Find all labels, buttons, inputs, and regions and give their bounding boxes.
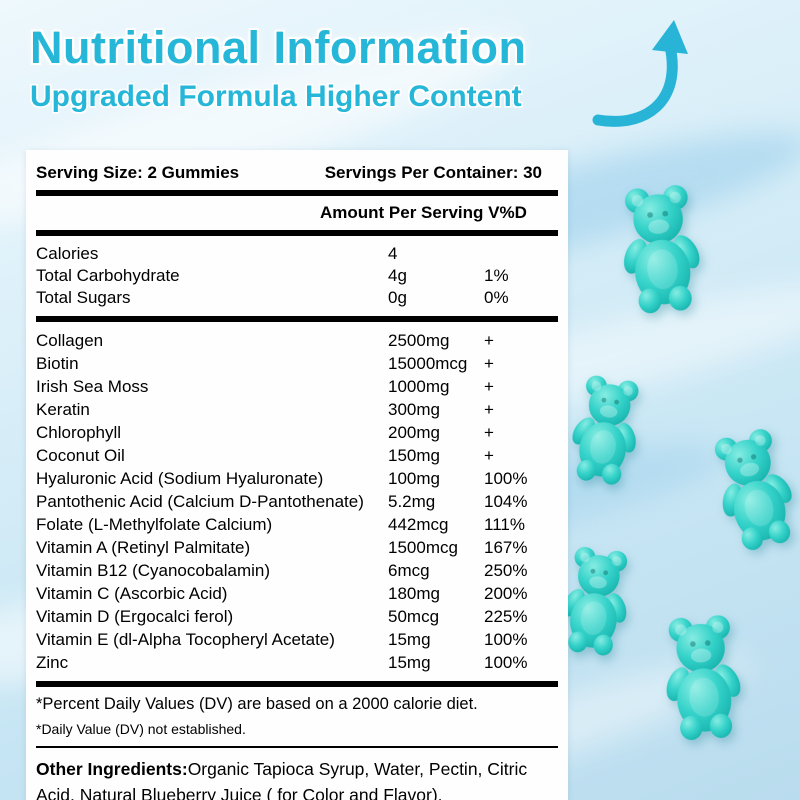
nutrition-row: Collagen 2500mg + <box>36 329 558 352</box>
nutrient-dv: 225% <box>484 607 528 626</box>
nutrition-row: Keratin 300mg + <box>36 398 558 421</box>
gummy-bear-icon <box>612 183 709 316</box>
serving-row: Serving Size: 2 Gummies Servings Per Con… <box>36 163 558 183</box>
divider-bar <box>36 230 558 236</box>
divider-bar <box>36 316 558 322</box>
nutrient-dv: 104% <box>484 492 528 511</box>
nutrient-amount: 150mg <box>388 446 440 465</box>
nutrition-row: Vitamin D (Ergocalci ferol) 50mcg 225% <box>36 605 558 628</box>
nutrient-amount: 5.2mg <box>388 492 436 511</box>
nutrition-row: Total Sugars 0g 0% <box>36 287 558 309</box>
nutrient-name: Vitamin D (Ergocalci ferol) <box>36 607 234 626</box>
nutrient-rows: Collagen 2500mg + Biotin 15000mcg + Iris… <box>36 329 558 674</box>
nutrient-name: Vitamin A (Retinyl Palmitate) <box>36 538 251 557</box>
nutrient-dv: + <box>484 446 494 465</box>
nutrient-amount: 1500mcg <box>388 538 458 557</box>
nutrient-amount: 2500mg <box>388 331 450 350</box>
curved-arrow-icon <box>592 20 688 127</box>
nutrient-amount: 1000mg <box>388 377 450 396</box>
nutrient-name: Total Sugars <box>36 288 131 307</box>
nutrient-dv: 100% <box>484 653 528 672</box>
nutrient-dv: + <box>484 331 494 350</box>
nutrient-name: Folate (L-Methylfolate Calcium) <box>36 515 273 534</box>
nutrition-panel: Serving Size: 2 Gummies Servings Per Con… <box>26 150 568 800</box>
page-title: Nutritional Information <box>30 22 527 73</box>
nutrient-amount: 0g <box>388 288 407 307</box>
nutrient-name: Coconut Oil <box>36 446 125 465</box>
amount-per-serving-header: Amount Per Serving V%D <box>320 203 527 222</box>
nutrient-dv: 111% <box>484 515 525 534</box>
divider-bar <box>36 190 558 196</box>
nutrition-row: Vitamin B12 (Cyanocobalamin) 6mcg 250% <box>36 559 558 582</box>
other-ingredients-label: Other Ingredients: <box>36 759 188 779</box>
nutrient-name: Vitamin E (dl-Alpha Tocopheryl Acetate) <box>36 630 335 649</box>
nutrient-amount: 15000mcg <box>388 354 468 373</box>
nutrient-dv: 250% <box>484 561 528 580</box>
divider-line <box>36 746 558 748</box>
nutrient-amount: 180mg <box>388 584 440 603</box>
nutrient-name: Hyaluronic Acid (Sodium Hyaluronate) <box>36 469 324 488</box>
footnote-daily-values: *Percent Daily Values (DV) are based on … <box>36 695 478 713</box>
nutrient-name: Keratin <box>36 400 90 419</box>
nutrient-name: Zinc <box>36 653 69 672</box>
nutrient-dv: 100% <box>484 469 528 488</box>
other-ingredients: Other Ingredients:Organic Tapioca Syrup,… <box>36 756 544 800</box>
nutrition-row: Folate (L-Methylfolate Calcium) 442mcg 1… <box>36 513 558 536</box>
nutrient-amount: 100mg <box>388 469 440 488</box>
footnote-not-established: *Daily Value (DV) not established. <box>36 721 246 737</box>
nutrient-dv: + <box>484 354 494 373</box>
nutrient-dv: 167% <box>484 538 528 557</box>
nutrient-dv <box>484 243 558 265</box>
serving-size: Serving Size: 2 Gummies <box>36 163 240 182</box>
nutrient-amount: 300mg <box>388 400 440 419</box>
nutrient-name: Chlorophyll <box>36 423 122 442</box>
nutrient-amount: 50mcg <box>388 607 440 626</box>
servings-per-container: Servings Per Container: 30 <box>324 163 542 182</box>
nutrient-name: Vitamin B12 (Cyanocobalamin) <box>36 561 271 580</box>
nutrient-dv: 200% <box>484 584 528 603</box>
nutrient-name: Pantothenic Acid (Calcium D-Pantothenate… <box>36 492 364 511</box>
nutrient-name: Collagen <box>36 331 104 350</box>
nutrient-dv: 1% <box>484 266 509 285</box>
nutrition-row: Irish Sea Moss 1000mg + <box>36 375 558 398</box>
nutrient-amount: 6mcg <box>388 561 430 580</box>
nutrient-dv: + <box>484 423 494 442</box>
nutrient-dv: 0% <box>484 288 509 307</box>
nutrition-row: Chlorophyll 200mg + <box>36 421 558 444</box>
nutrient-name: Calories <box>36 244 99 263</box>
page-subtitle: Upgraded Formula Higher Content <box>30 80 522 113</box>
gummy-bear-icon <box>656 613 749 742</box>
nutrient-amount: 4g <box>388 266 407 285</box>
gummy-bear-icon <box>561 372 650 489</box>
nutrient-name: Total Carbohydrate <box>36 266 180 285</box>
nutrient-amount: 15mg <box>388 653 431 672</box>
nutrition-row: Total Carbohydrate 4g 1% <box>36 265 558 287</box>
nutrient-name: Irish Sea Moss <box>36 377 149 396</box>
nutrient-dv: 100% <box>484 630 528 649</box>
nutrient-amount: 15mg <box>388 630 431 649</box>
header: Nutritional Information Upgraded Formula… <box>30 22 526 114</box>
nutrient-amount: 4 <box>388 244 398 263</box>
nutrition-row: Vitamin E (dl-Alpha Tocopheryl Acetate) … <box>36 628 558 651</box>
nutrient-amount: 442mcg <box>388 515 449 534</box>
nutrition-row: Zinc 15mg 100% <box>36 651 558 674</box>
nutrient-name: Vitamin C (Ascorbic Acid) <box>36 584 228 603</box>
other-ingredients-text: Organic Tapioca Syrup, Water, Pectin, Ci… <box>36 759 528 800</box>
nutrition-row: Biotin 15000mcg + <box>36 352 558 375</box>
nutrient-dv: + <box>484 400 494 419</box>
nutrition-row: Vitamin C (Ascorbic Acid) 180mg 200% <box>36 582 558 605</box>
nutrition-row: Vitamin A (Retinyl Palmitate) 1500mcg 16… <box>36 536 558 559</box>
nutrient-dv: + <box>484 377 494 396</box>
nutrient-amount: 200mg <box>388 423 440 442</box>
divider-bar <box>36 681 558 687</box>
gummy-bear-icon <box>702 424 800 556</box>
nutrition-row: Hyaluronic Acid (Sodium Hyaluronate) 100… <box>36 467 558 490</box>
nutrient-name: Biotin <box>36 354 79 373</box>
nutrition-row: Calories 4 <box>36 243 558 265</box>
nutrition-row: Coconut Oil 150mg + <box>36 444 558 467</box>
macro-rows: Calories 4 Total Carbohydrate 4g 1% Tota… <box>36 243 558 309</box>
nutrition-row: Pantothenic Acid (Calcium D-Pantothenate… <box>36 490 558 513</box>
